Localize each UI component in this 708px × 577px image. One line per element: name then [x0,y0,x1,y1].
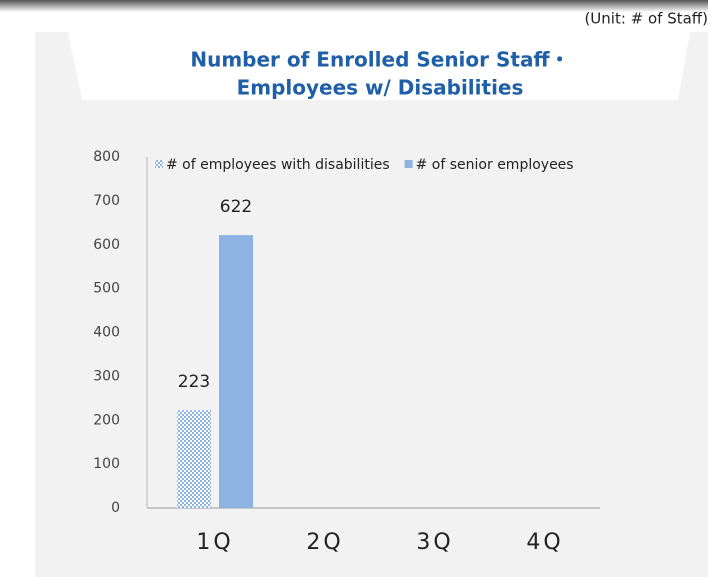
x-tick-label: 3Q [416,530,453,555]
chart-title: Employees w/ Disabilities [237,76,524,100]
top-shadow [0,0,708,12]
y-tick-label: 0 [111,500,120,516]
data-label: 622 [220,197,252,217]
y-tick-label: 600 [93,237,120,253]
title-band [68,32,690,100]
y-tick-label: 100 [93,456,120,472]
chart-title: Number of Enrolled Senior Staff・ [190,48,569,72]
x-tick-label: 1Q [196,530,233,555]
y-tick-label: 300 [93,368,120,384]
legend-label: # of senior employees [416,157,574,173]
unit-note: (Unit: # of Staff) [584,10,708,28]
x-tick-label: 2Q [306,530,343,555]
y-tick-label: 500 [93,281,120,297]
x-tick-label: 4Q [526,530,563,555]
data-label: 223 [178,372,210,392]
legend-swatch [404,160,413,168]
y-tick-label: 800 [93,149,120,165]
y-tick-label: 400 [93,325,120,341]
legend-swatch [155,160,163,168]
legend-label: # of employees with disabilities [166,157,390,173]
bar [219,235,253,508]
y-tick-label: 700 [93,193,120,209]
y-tick-label: 200 [93,412,120,428]
panel [35,32,708,577]
bar [177,410,211,508]
